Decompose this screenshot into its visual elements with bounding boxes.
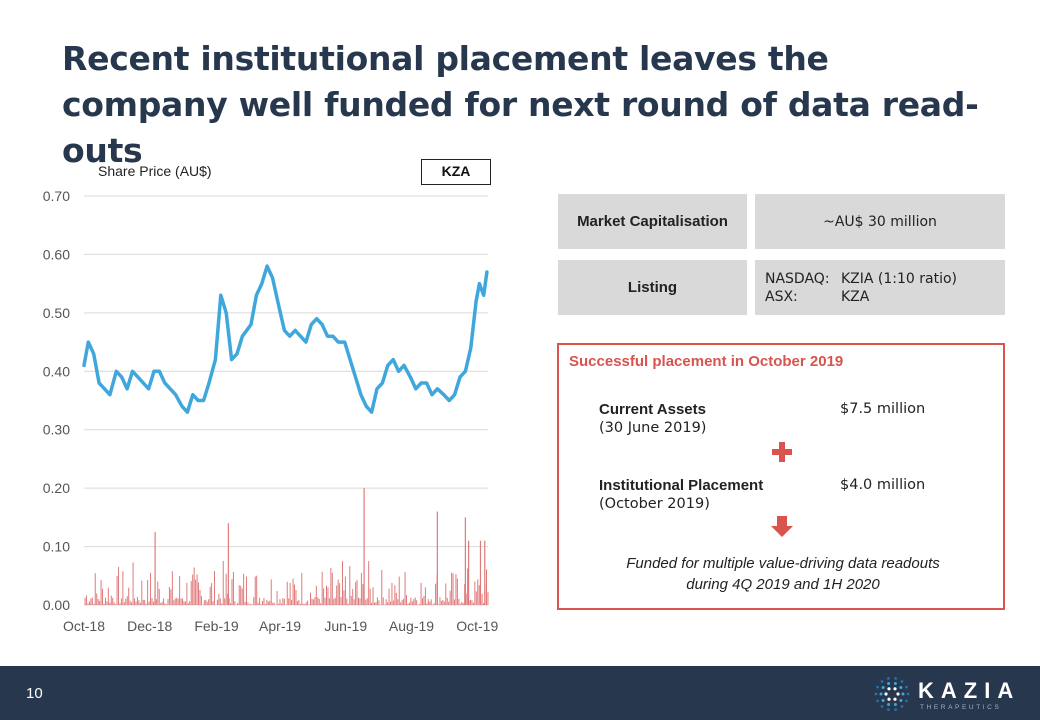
placement-value: $4.0 million	[840, 477, 926, 493]
y-tick-label: 0.40	[43, 363, 70, 379]
logo-dot	[899, 686, 903, 689]
logo-dot	[893, 687, 897, 691]
logo-dot	[900, 705, 904, 708]
market-cap-value: ~AU$ 30 million	[755, 194, 1005, 249]
price-line	[82, 264, 489, 414]
funded-line: Funded for multiple value-driving data r…	[626, 555, 940, 572]
logo-dot	[876, 699, 879, 703]
logo-dot	[884, 692, 888, 696]
y-tick-label: 0.10	[43, 539, 70, 555]
x-tick-label: Aug-19	[389, 618, 434, 634]
page-number: 10	[26, 685, 43, 702]
x-tick-label: Dec-18	[127, 618, 172, 634]
logo-dot	[887, 708, 890, 711]
logo-dot	[887, 682, 891, 685]
listing-exchange: NASDAQ:	[765, 270, 830, 287]
placement-label: Institutional Placement	[599, 477, 764, 494]
plus-icon	[772, 442, 792, 462]
funded-line: during 4Q 2019 and 1H 2020	[686, 576, 880, 593]
logo-dot	[899, 699, 903, 702]
y-tick-label: 0.50	[43, 305, 70, 321]
footer-bar: 10 KAZIA THERAPEUTICS	[0, 666, 1040, 720]
listing-value: NASDAQ: KZIA (1:10 ratio) ASX: KZA	[755, 260, 1005, 315]
listing-label: Listing	[558, 260, 747, 315]
y-tick-label: 0.20	[43, 480, 70, 496]
listing-code: KZIA (1:10 ratio)	[841, 270, 958, 287]
logo-dot	[881, 686, 885, 689]
logo-dot	[887, 703, 891, 706]
logo-mark-icon	[874, 677, 910, 711]
market-cap-label: Market Capitalisation	[558, 194, 747, 249]
x-tick-label: Feb-19	[194, 618, 239, 634]
logo-dot	[887, 687, 891, 691]
y-tick-label: 0.00	[43, 597, 70, 613]
logo-dot	[893, 682, 897, 685]
x-tick-label: Oct-19	[456, 618, 498, 634]
logo-dot	[879, 692, 883, 696]
logo-dot	[881, 699, 885, 702]
logo-dot	[887, 677, 890, 680]
logo-dot	[905, 699, 908, 703]
placement-date: (October 2019)	[599, 496, 710, 512]
current-assets-date: (30 June 2019)	[599, 420, 707, 436]
logo-dot	[876, 685, 879, 689]
y-tick-label: 0.60	[43, 246, 70, 262]
arrow-down-icon	[771, 516, 793, 538]
y-tick-label: 0.30	[43, 422, 70, 438]
x-tick-label: Jun-19	[324, 618, 367, 634]
logo-dot	[900, 680, 904, 683]
listing-exchange: ASX:	[765, 288, 798, 305]
logo-dot	[874, 692, 878, 696]
x-tick-label: Oct-18	[63, 618, 105, 634]
logo-dot	[880, 705, 884, 708]
logo-dot	[887, 697, 891, 701]
x-tick-label: Apr-19	[259, 618, 301, 634]
y-tick-label: 0.70	[43, 188, 70, 204]
logo-text: KAZIA	[918, 678, 1021, 703]
logo-dot	[893, 703, 897, 706]
logo-dot	[880, 680, 884, 683]
logo-dot	[893, 697, 897, 701]
placement-panel: Successful placement in October 2019 Cur…	[557, 343, 1005, 610]
logo-dot	[906, 692, 910, 696]
ticker-label: KZA	[421, 159, 491, 185]
kazia-logo: KAZIA THERAPEUTICS	[872, 674, 1022, 714]
page-title: Recent institutional placement leaves th…	[62, 39, 979, 170]
logo-dot	[894, 677, 897, 680]
logo-subtext: THERAPEUTICS	[920, 704, 1002, 711]
share-price-chart: 0.70 0.60 0.50 0.40 0.30 0.20 0.10 0.00 Oct-18 De…	[43, 188, 499, 634]
listing-code: KZA	[841, 288, 870, 305]
logo-dot	[894, 708, 897, 711]
logo-dot	[901, 692, 905, 696]
current-assets-label: Current Assets	[599, 401, 706, 418]
funded-note: Funded for multiple value-driving data r…	[579, 553, 987, 595]
current-assets-value: $7.5 million	[840, 401, 926, 417]
logo-dot	[905, 685, 908, 689]
y-axis-label: Share Price (AU$)	[98, 163, 212, 179]
placement-title: Successful placement in October 2019	[569, 353, 844, 370]
logo-dot	[896, 692, 900, 696]
